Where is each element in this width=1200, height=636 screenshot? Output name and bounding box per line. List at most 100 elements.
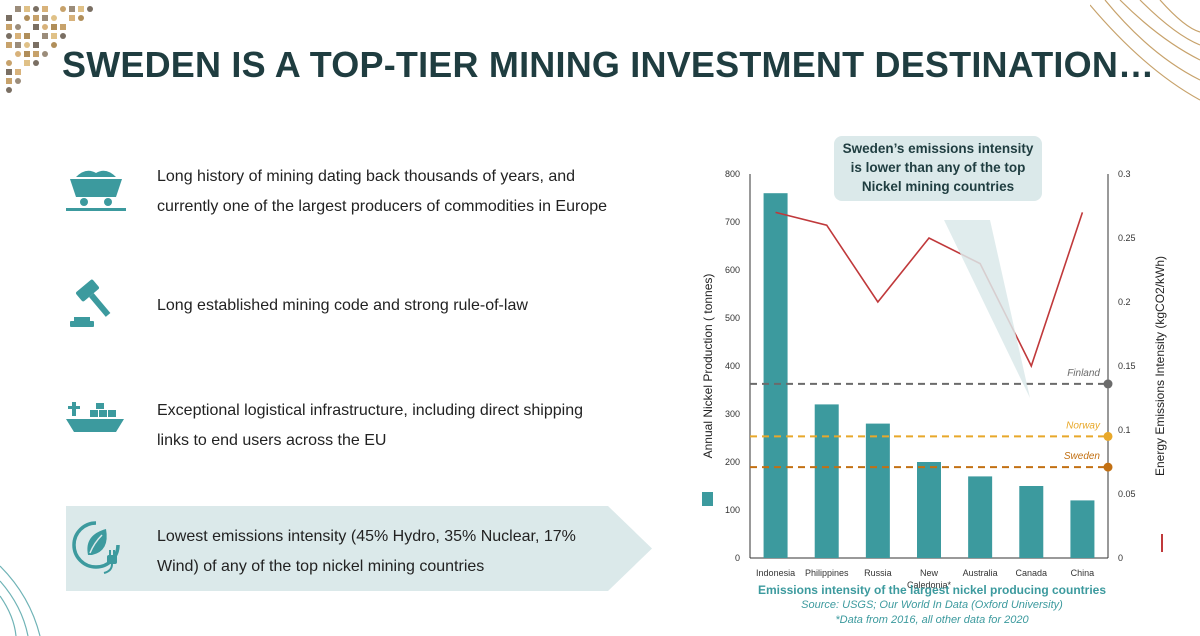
x-tick-label: Russia	[864, 568, 892, 578]
y-tick-label: 700	[725, 217, 740, 227]
reference-line-label: Sweden	[1064, 451, 1101, 462]
mosaic-tile	[15, 6, 21, 12]
callout-line: Sweden’s emissions intensity	[842, 141, 1034, 156]
y2-tick-label: 0.3	[1118, 169, 1131, 179]
highlight-arrow-banner	[66, 506, 652, 591]
chart-callout: Sweden’s emissions intensity is lower th…	[834, 136, 1042, 201]
bar	[814, 404, 839, 558]
reference-line-label: Norway	[1066, 420, 1101, 431]
bar	[968, 476, 993, 558]
mosaic-tile	[15, 24, 21, 30]
mosaic-tile	[15, 42, 21, 48]
chart-caption-title: Emissions intensity of the largest nicke…	[757, 583, 1107, 597]
green-energy-icon	[66, 517, 126, 577]
mosaic-tile	[87, 6, 93, 12]
callout-line: is lower than any of the top	[850, 160, 1026, 175]
mosaic-tile	[42, 24, 48, 30]
mosaic-tile	[69, 15, 75, 21]
mosaic-tile	[42, 51, 48, 57]
mosaic-tile	[24, 51, 30, 57]
y-tick-label: 500	[725, 313, 740, 323]
y2-axis-title: Energy Emissions Intensity (kgCO2/kWh)	[1153, 256, 1167, 476]
y2-tick-label: 0.15	[1118, 361, 1136, 371]
mosaic-tile	[42, 15, 48, 21]
y-tick-label: 800	[725, 169, 740, 179]
bar	[763, 193, 788, 558]
bar	[1019, 486, 1044, 558]
mosaic-tile	[51, 42, 57, 48]
x-tick-label: China	[1071, 568, 1095, 578]
nickel-emissions-chart: 0 100 200 300 400 500 600 700 800 0 0.05 0.1 0.15 0.2…	[701, 169, 1167, 590]
y-tick-label: 0	[735, 553, 740, 563]
feature-text-line: Lowest emissions intensity (45% Hydro, 3…	[157, 528, 576, 545]
decorative-lines-bottom-left	[0, 565, 41, 636]
mosaic-tile	[15, 78, 21, 84]
mosaic-tile	[6, 60, 12, 66]
y2-tick-label: 0.25	[1118, 233, 1136, 243]
mosaic-tile	[42, 6, 48, 12]
x-tick-label: Philippines	[805, 568, 849, 578]
mosaic-tile	[24, 60, 30, 66]
feature-text-line: Long history of mining dating back thous…	[157, 168, 576, 185]
decorative-mosaic	[6, 6, 93, 93]
emissions-line	[775, 211, 1084, 369]
mosaic-tile	[51, 15, 57, 21]
y-axis-title: Annual Nickel Production ( tonnes)	[701, 274, 715, 459]
reference-marker	[1103, 431, 1113, 441]
callout-line: Nickel mining countries	[861, 179, 1015, 194]
mosaic-tile	[6, 87, 12, 93]
y-tick-label: 400	[725, 361, 740, 371]
mosaic-tile	[33, 15, 39, 21]
mosaic-tile	[42, 33, 48, 39]
x-tick-label: Caledonia*	[907, 580, 952, 590]
mosaic-tile	[60, 33, 66, 39]
chart-caption-source: Source: USGS; Our World In Data (Oxford …	[801, 599, 1063, 611]
cargo-ship-icon	[66, 398, 126, 458]
mosaic-tile	[6, 69, 12, 75]
y2-tick-label: 0	[1118, 553, 1123, 563]
decorative-lines-top-right	[1090, 0, 1200, 101]
mosaic-tile	[6, 33, 12, 39]
mosaic-tile	[15, 33, 21, 39]
callout-pointer	[944, 220, 1030, 398]
page-title: SWEDEN IS A TOP-TIER MINING INVESTMENT D…	[62, 44, 1155, 85]
bar	[917, 462, 941, 558]
legend-bar-swatch	[702, 492, 713, 506]
mosaic-tile	[69, 6, 75, 12]
feature-text-line: Wind) of any of the top nickel mining co…	[157, 558, 485, 575]
bar	[865, 423, 890, 558]
mosaic-tile	[78, 15, 84, 21]
mosaic-tile	[51, 33, 57, 39]
y-tick-label: 100	[725, 505, 740, 515]
gavel-icon	[66, 271, 126, 331]
mosaic-tile	[6, 42, 12, 48]
chart-caption-note: *Data from 2016, all other data for 2020	[835, 614, 1029, 626]
mosaic-tile	[33, 60, 39, 66]
feature-text-line: links to end users across the EU	[157, 432, 387, 449]
feature-text-line: Exceptional logistical infrastructure, i…	[157, 402, 583, 419]
mosaic-tile	[24, 6, 30, 12]
x-tick-label: New	[920, 568, 939, 578]
mosaic-tile	[6, 15, 12, 21]
x-tick-label: Indonesia	[756, 568, 795, 578]
feature-text-line: Long established mining code and strong …	[157, 297, 528, 314]
mosaic-tile	[24, 42, 30, 48]
mosaic-tile	[33, 24, 39, 30]
mosaic-tile	[33, 51, 39, 57]
mosaic-tile	[15, 51, 21, 57]
x-tick-label: Canada	[1016, 568, 1048, 578]
mosaic-tile	[78, 6, 84, 12]
y2-tick-label: 0.05	[1118, 489, 1136, 499]
mosaic-tile	[60, 24, 66, 30]
feature-text-line: currently one of the largest producers o…	[157, 198, 608, 215]
y-tick-label: 300	[725, 409, 740, 419]
y-tick-label: 600	[725, 265, 740, 275]
mosaic-tile	[33, 42, 39, 48]
mosaic-tile	[51, 24, 57, 30]
mosaic-tile	[15, 69, 21, 75]
reference-marker	[1103, 462, 1113, 472]
reference-line-label: Finland	[1067, 368, 1100, 379]
mosaic-tile	[24, 33, 30, 39]
y2-tick-label: 0.2	[1118, 297, 1131, 307]
mosaic-tile	[6, 24, 12, 30]
